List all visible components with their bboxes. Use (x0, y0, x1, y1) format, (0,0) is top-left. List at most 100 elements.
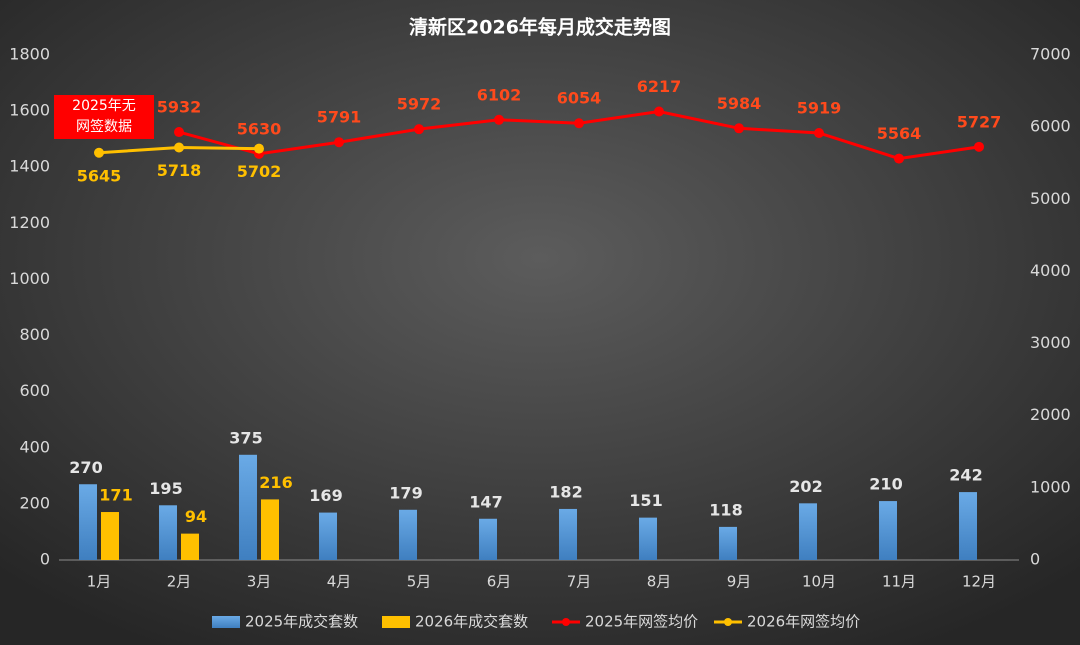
legend-label: 2026年网签均价 (747, 613, 860, 631)
y2-tick-label: 3000 (1030, 333, 1071, 352)
y-tick-label: 800 (19, 325, 50, 344)
data-label: 5702 (237, 162, 282, 181)
data-label: 6102 (477, 85, 522, 104)
data-label: 5727 (957, 112, 1002, 131)
bar (879, 501, 897, 560)
bar (559, 508, 577, 560)
x-tick-label: 8月 (647, 573, 672, 591)
line-point (174, 142, 184, 153)
legend-label: 2026年成交套数 (415, 613, 528, 631)
y2-tick-label: 2000 (1030, 405, 1071, 424)
annotation-box (54, 95, 154, 139)
data-label: 202 (789, 477, 822, 496)
bar (181, 533, 199, 560)
x-tick-label: 11月 (882, 573, 916, 591)
line-point (94, 147, 104, 158)
data-label: 151 (629, 491, 662, 510)
data-label: 375 (229, 428, 262, 447)
bar (959, 492, 977, 560)
bar (319, 512, 337, 560)
legend-swatch (382, 616, 410, 628)
y-tick-label: 400 (19, 437, 50, 456)
legend-swatch (562, 618, 570, 626)
line-point (254, 143, 264, 154)
y2-tick-label: 7000 (1030, 45, 1071, 64)
x-tick-label: 12月 (962, 573, 996, 591)
line-point (894, 153, 904, 164)
bar (159, 505, 177, 560)
x-tick-label: 4月 (327, 573, 352, 591)
line-point (174, 127, 184, 138)
line-point (974, 141, 984, 152)
x-tick-label: 1月 (87, 573, 112, 591)
annotation: 2025年无 (72, 98, 136, 114)
line-point (334, 137, 344, 148)
line-point (814, 127, 824, 138)
data-label: 179 (389, 483, 422, 502)
y2-tick-label: 0 (1030, 550, 1040, 569)
data-label: 5564 (877, 124, 922, 143)
data-label: 182 (549, 482, 582, 501)
y-tick-label: 1200 (9, 213, 50, 232)
x-tick-label: 6月 (487, 573, 512, 591)
bar (479, 518, 497, 560)
y-tick-label: 200 (19, 493, 50, 512)
data-label: 6217 (637, 77, 682, 96)
y2-tick-label: 6000 (1030, 117, 1071, 136)
x-tick-label: 5月 (407, 573, 432, 591)
data-label: 5984 (717, 94, 762, 113)
y2-tick-label: 1000 (1030, 477, 1071, 496)
y-tick-label: 1600 (9, 101, 50, 120)
x-tick-label: 7月 (567, 573, 592, 591)
line-point (574, 118, 584, 129)
data-label: 5791 (317, 108, 362, 127)
bar (719, 526, 737, 560)
y2-tick-label: 4000 (1030, 261, 1071, 280)
data-label: 94 (185, 507, 207, 526)
x-tick-label: 2月 (167, 573, 192, 591)
legend-swatch (212, 616, 240, 628)
bar (101, 512, 119, 560)
line-point (654, 106, 664, 117)
bar (639, 517, 657, 560)
data-label: 195 (149, 479, 182, 498)
data-label: 270 (69, 458, 102, 477)
y-tick-label: 1000 (9, 269, 50, 288)
data-label: 210 (869, 475, 902, 494)
data-label: 171 (99, 486, 132, 505)
y-tick-label: 1800 (9, 45, 50, 64)
data-label: 6054 (557, 89, 602, 108)
bar (399, 509, 417, 560)
data-label: 5972 (397, 95, 442, 114)
y2-tick-label: 5000 (1030, 189, 1071, 208)
data-label: 242 (949, 466, 982, 485)
data-label: 169 (309, 486, 342, 505)
data-label: 5932 (157, 98, 202, 117)
data-label: 118 (709, 500, 742, 519)
bar (239, 454, 257, 560)
y-tick-label: 600 (19, 381, 50, 400)
x-tick-label: 9月 (727, 573, 752, 591)
data-label: 5919 (797, 98, 842, 117)
bar (799, 503, 817, 560)
y-tick-label: 0 (40, 550, 50, 569)
line-point (494, 114, 504, 125)
line-point (734, 123, 744, 134)
bar (261, 499, 279, 560)
data-label: 5630 (237, 119, 282, 138)
y-tick-label: 1400 (9, 157, 50, 176)
legend-label: 2025年成交套数 (245, 613, 358, 631)
bar (79, 484, 97, 560)
data-label: 5718 (157, 161, 202, 180)
x-tick-label: 3月 (247, 573, 272, 591)
annotation: 网签数据 (76, 118, 132, 135)
chart-title: 清新区2026年每月成交走势图 (409, 16, 671, 39)
line-point (414, 124, 424, 135)
data-label: 147 (469, 492, 502, 511)
legend-label: 2025年网签均价 (585, 613, 698, 631)
data-label: 216 (259, 473, 292, 492)
legend-swatch (724, 618, 732, 626)
x-tick-label: 10月 (802, 573, 836, 591)
